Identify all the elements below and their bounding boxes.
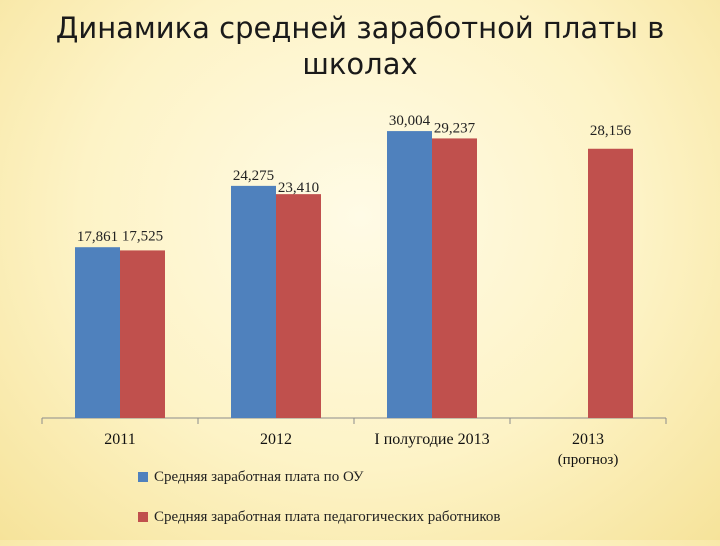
bar-s2-2 (432, 138, 477, 418)
data-label-s2-0: 17,525 (122, 228, 163, 244)
title-line-2: школах (302, 47, 418, 81)
x-tick-label-1: 2012 (260, 431, 292, 448)
bar-s2-0 (120, 250, 165, 418)
x-tick-label-3: (прогноз) (558, 452, 619, 468)
legend: Средняя заработная плата по ОУ Средняя з… (138, 466, 501, 546)
legend-label-series-1: Средняя заработная плата по ОУ (154, 468, 364, 485)
data-label-s2-1: 23,410 (278, 180, 319, 196)
bar-s1-2 (387, 131, 432, 419)
chart-title: Динамика средней заработной платы в школ… (0, 10, 720, 82)
data-label-s1-0: 17,861 (77, 229, 118, 245)
title-line-1: Динамика средней заработной платы в (55, 11, 665, 45)
legend-label-series-2: Средняя заработная плата педагогических … (154, 508, 501, 525)
data-label-s1-2: 30,004 (389, 113, 431, 129)
data-label-s2-2: 29,237 (434, 120, 476, 136)
x-tick-label-2: I полугодие 2013 (374, 431, 489, 448)
legend-swatch-series-1 (138, 472, 148, 482)
bar-s1-0 (75, 247, 120, 418)
bar-s2-3 (588, 148, 633, 419)
legend-swatch-series-2 (138, 512, 148, 522)
legend-item-series-1: Средняя заработная плата по ОУ (138, 466, 501, 488)
x-tick-label-3: 2013 (572, 431, 604, 448)
data-label-s1-1: 24,275 (233, 168, 274, 184)
data-label-s2-3: 28,156 (590, 123, 632, 139)
x-tick-label-0: 2011 (104, 431, 135, 448)
bar-s1-1 (231, 185, 276, 418)
bar-s2-1 (276, 194, 321, 418)
legend-item-series-2: Средняя заработная плата педагогических … (138, 506, 501, 528)
